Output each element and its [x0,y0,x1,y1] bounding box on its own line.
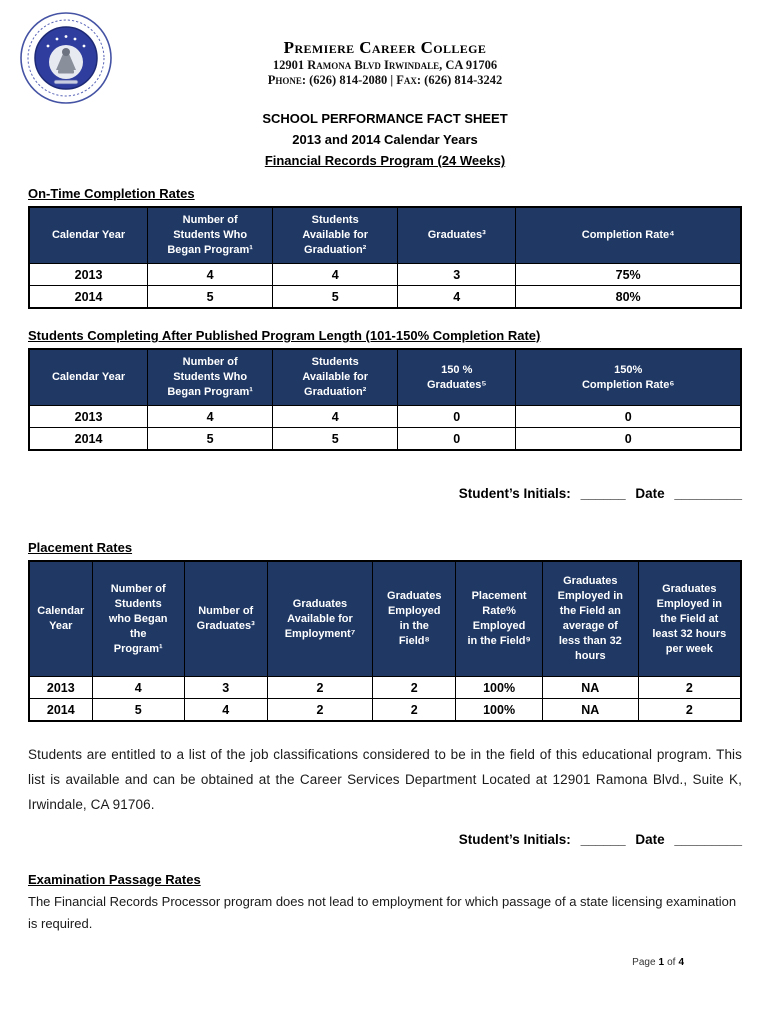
column-header: Graduates³ [397,206,517,264]
table-cell: 4 [272,263,399,286]
page-label: Page [632,956,656,968]
table-cell: 3 [397,263,517,286]
column-header: Students Available for Graduation² [272,206,399,264]
page-number: 1 [658,956,665,968]
column-header: Graduates Employed in the Field an avera… [542,560,639,677]
on-time-completion-heading: On-Time Completion Rates [28,186,195,201]
on-time-completion-table: Calendar Year Number of Students Who Bega… [28,206,742,309]
column-header: Number of Students Who Began Program¹ [147,348,274,406]
table-cell: 0 [397,405,517,428]
table-cell: 2 [266,676,374,699]
table-cell: 75% [515,263,742,286]
header-row: Calendar Year Number of Students Who Bega… [28,348,742,406]
of-label: of [667,956,676,968]
table-cell: 4 [272,405,399,428]
college-address: 12901 Ramona Blvd Irwindale, CA 91706 [272,58,498,72]
table-cell: 2013 [28,405,149,428]
table-cell: 4 [91,676,185,699]
table-cell: 5 [272,427,399,451]
table-cell: 5 [272,285,399,309]
page-footer: Page 1 of 4 [28,957,742,968]
table-cell: 5 [147,285,274,309]
calendar-years-subtitle: 2013 and 2014 Calendar Years [292,132,478,147]
header-row: Calendar Year Number of Students Who Bega… [28,206,742,264]
table-cell: 2 [637,676,742,699]
date-blank: _________ [674,831,742,847]
table-cell: 2014 [28,427,149,451]
date-label: Date [635,831,665,847]
initials-blank: ______ [580,486,626,501]
after-published-table: Calendar Year Number of Students Who Bega… [28,348,742,451]
table-cell: 0 [515,405,742,428]
column-header: 150% Completion Rate⁶ [515,348,742,406]
college-seal-logo [20,12,112,104]
column-header: Students Available for Graduation² [272,348,399,406]
table-cell: 4 [397,285,517,309]
table-cell: 2013 [28,263,149,286]
table-cell: 100% [455,676,544,699]
examination-passage-heading: Examination Passage Rates [28,871,201,887]
table-cell: 4 [147,405,274,428]
table-cell: 2 [637,698,742,722]
table-row: 2013 4 3 2 2 100% NA 2 [28,676,742,699]
table-cell: 4 [183,698,268,722]
college-phone-fax: Phone: (626) 814-2080 | Fax: (626) 814-3… [267,73,503,87]
column-header: Calendar Year [28,348,149,406]
table-cell: 2014 [28,285,149,309]
column-header: Graduates Available for Employment⁷ [266,560,374,677]
table-cell: 2013 [28,676,93,699]
college-name: Premiere Career College [283,38,487,57]
column-header: Number of Students Who Began Program¹ [147,206,274,264]
table-cell: 80% [515,285,742,309]
column-header: 150 % Graduates⁵ [397,348,517,406]
placement-rates-table: Calendar Year Number of Students who Bega… [28,560,742,722]
column-header: Completion Rate⁴ [515,206,742,264]
table-cell: 100% [455,698,544,722]
placement-rates-heading: Placement Rates [28,540,133,555]
table-cell: 5 [91,698,185,722]
table-row: 2014 5 5 4 80% [28,285,742,309]
table-cell: 4 [147,263,274,286]
initials-line-1: Student’s Initials: ______ Date ________… [28,485,742,503]
table-cell: 2 [372,698,457,722]
header-row: Calendar Year Number of Students who Bega… [28,560,742,677]
table-row: 2014 5 5 0 0 [28,427,742,451]
total-pages: 4 [678,956,684,968]
fact-sheet-title: SCHOOL PERFORMANCE FACT SHEET [262,111,508,126]
letterhead: Premiere Career College 12901 Ramona Blv… [28,38,742,88]
date-label: Date [635,486,665,501]
document-title-block: SCHOOL PERFORMANCE FACT SHEET 2013 and 2… [28,108,742,171]
column-header: Number of Graduates³ [183,560,268,677]
table-row: 2014 5 4 2 2 100% NA 2 [28,698,742,722]
after-published-heading: Students Completing After Published Prog… [28,328,541,343]
initials-label: Student’s Initials: [458,486,571,501]
table-cell: NA [542,698,639,722]
column-header: Placement Rate% Employed in the Field⁹ [455,560,544,677]
program-subtitle: Financial Records Program (24 Weeks) [264,153,506,168]
table-cell: 5 [147,427,274,451]
table-cell: 2 [266,698,374,722]
table-cell: 2 [372,676,457,699]
table-row: 2013 4 4 0 0 [28,405,742,428]
table-cell: NA [542,676,639,699]
column-header: Graduates Employed in the Field at least… [637,560,742,677]
table-cell: 0 [397,427,517,451]
table-cell: 3 [183,676,268,699]
column-header: Calendar Year [28,206,149,264]
initials-blank: ______ [580,831,626,847]
date-blank: _________ [674,486,742,501]
initials-label: Student’s Initials: [458,831,571,847]
table-row: 2013 4 4 3 75% [28,263,742,286]
column-header: Graduates Employed in the Field⁸ [372,560,457,677]
initials-line-2: Student’s Initials: ______ Date ________… [28,831,742,849]
table-cell: 0 [515,427,742,451]
examination-passage-body: The Financial Records Processor program … [28,893,737,931]
column-header: Calendar Year [28,560,93,677]
column-header: Number of Students who Began the Program… [91,560,185,677]
job-classifications-note: Students are entitled to a list of the j… [28,747,742,812]
table-cell: 2014 [28,698,93,722]
